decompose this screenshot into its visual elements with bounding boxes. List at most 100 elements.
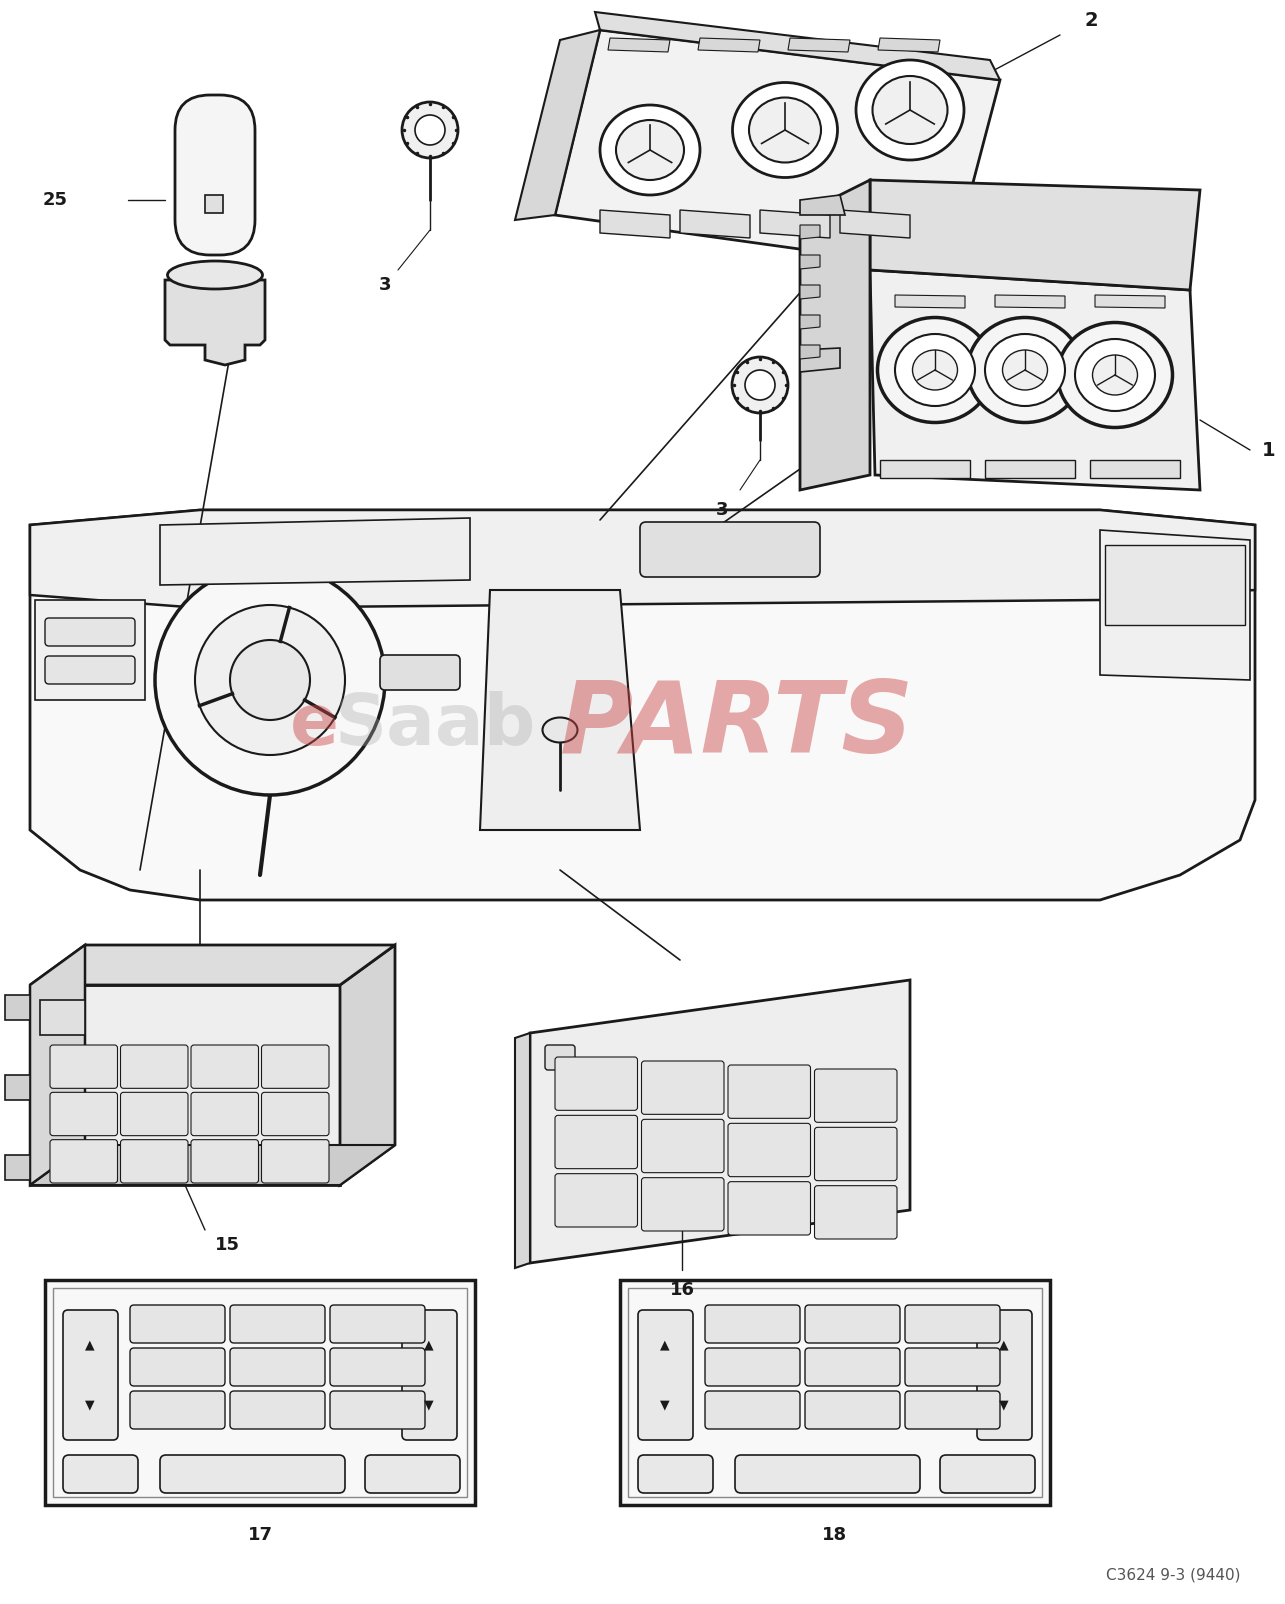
Text: Saab: Saab [335,690,536,760]
Ellipse shape [856,59,964,160]
FancyBboxPatch shape [365,1455,460,1493]
FancyBboxPatch shape [175,95,254,255]
Polygon shape [30,510,1255,608]
Polygon shape [1095,295,1165,308]
Polygon shape [161,518,470,585]
Polygon shape [515,1033,529,1269]
FancyBboxPatch shape [555,1057,637,1110]
FancyBboxPatch shape [729,1065,811,1118]
FancyBboxPatch shape [161,1455,344,1493]
Polygon shape [5,1075,30,1100]
Polygon shape [986,460,1076,478]
Text: 15: 15 [215,1237,240,1254]
Text: 2: 2 [1085,11,1099,29]
FancyBboxPatch shape [705,1347,801,1386]
FancyBboxPatch shape [380,654,460,690]
Ellipse shape [894,334,975,406]
Circle shape [415,115,445,144]
Text: C3624 9-3 (9440): C3624 9-3 (9440) [1105,1567,1240,1583]
FancyBboxPatch shape [230,1347,325,1386]
Text: ▲: ▲ [85,1338,95,1352]
Polygon shape [5,1155,30,1181]
FancyBboxPatch shape [545,1044,574,1070]
Polygon shape [801,286,820,298]
FancyBboxPatch shape [640,521,820,577]
FancyBboxPatch shape [50,1092,117,1136]
Polygon shape [515,30,600,220]
Polygon shape [878,38,941,51]
Polygon shape [1100,529,1250,680]
FancyBboxPatch shape [941,1455,1034,1493]
FancyBboxPatch shape [121,1044,188,1089]
Polygon shape [1090,460,1180,478]
Text: ▼: ▼ [424,1399,434,1412]
Polygon shape [801,196,846,215]
FancyBboxPatch shape [555,1174,637,1227]
FancyBboxPatch shape [977,1310,1032,1440]
Polygon shape [801,345,820,359]
Polygon shape [5,994,30,1020]
Polygon shape [801,180,870,489]
Ellipse shape [542,717,577,743]
FancyBboxPatch shape [50,1140,117,1184]
Polygon shape [870,269,1200,489]
Text: 17: 17 [248,1525,272,1545]
FancyBboxPatch shape [63,1310,118,1440]
FancyBboxPatch shape [402,1310,457,1440]
Ellipse shape [968,318,1082,422]
Ellipse shape [1002,350,1047,390]
Circle shape [745,371,775,399]
Ellipse shape [732,82,838,178]
Text: ▲: ▲ [1000,1338,1009,1352]
FancyBboxPatch shape [804,1391,899,1429]
FancyBboxPatch shape [705,1391,801,1429]
Text: ▼: ▼ [660,1399,669,1412]
Circle shape [195,605,344,755]
FancyBboxPatch shape [130,1391,225,1429]
FancyBboxPatch shape [130,1347,225,1386]
Ellipse shape [167,261,262,289]
Polygon shape [481,590,640,829]
FancyBboxPatch shape [191,1140,258,1184]
Polygon shape [35,600,145,699]
FancyBboxPatch shape [262,1140,329,1184]
FancyBboxPatch shape [262,1092,329,1136]
Bar [206,196,224,213]
Polygon shape [870,180,1200,290]
Polygon shape [788,38,849,51]
FancyBboxPatch shape [637,1455,713,1493]
FancyBboxPatch shape [905,1306,1000,1343]
Polygon shape [840,210,910,237]
Polygon shape [759,210,830,237]
FancyBboxPatch shape [905,1391,1000,1429]
FancyBboxPatch shape [735,1455,920,1493]
Bar [1105,545,1245,626]
Bar [40,999,85,1035]
FancyBboxPatch shape [50,1044,117,1089]
Text: 3: 3 [379,276,391,294]
Ellipse shape [873,75,947,144]
Ellipse shape [912,350,957,390]
FancyBboxPatch shape [45,618,135,646]
Polygon shape [801,348,840,372]
Polygon shape [30,1145,394,1185]
Polygon shape [341,945,394,1185]
Ellipse shape [616,120,684,180]
Text: ▲: ▲ [660,1338,669,1352]
Text: 16: 16 [669,1282,694,1299]
Ellipse shape [600,104,700,196]
FancyBboxPatch shape [555,1115,637,1169]
FancyBboxPatch shape [121,1140,188,1184]
Text: 18: 18 [822,1525,848,1545]
Text: 3: 3 [716,500,729,520]
FancyBboxPatch shape [230,1391,325,1429]
Text: PARTS: PARTS [560,677,914,773]
Ellipse shape [878,318,992,422]
Polygon shape [801,225,820,239]
FancyBboxPatch shape [230,1306,325,1343]
FancyBboxPatch shape [729,1182,811,1235]
Text: 25: 25 [42,191,68,209]
Circle shape [230,640,310,720]
Polygon shape [995,295,1065,308]
FancyBboxPatch shape [262,1044,329,1089]
